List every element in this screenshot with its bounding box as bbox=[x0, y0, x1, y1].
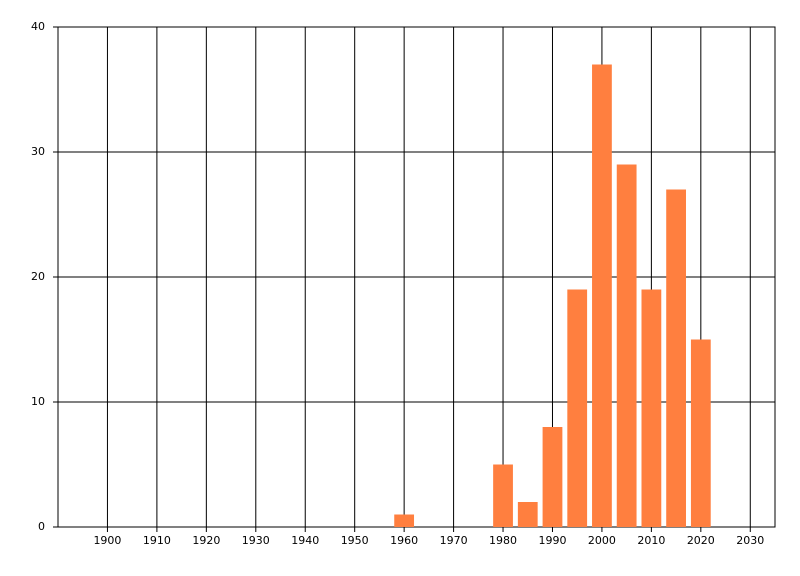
bar bbox=[567, 289, 588, 527]
x-tick-label: 1980 bbox=[489, 534, 517, 547]
bar bbox=[493, 464, 513, 527]
x-tick-label: 1990 bbox=[538, 534, 566, 547]
bar bbox=[616, 164, 637, 527]
y-tick-label: 20 bbox=[31, 270, 45, 283]
y-tick-label: 40 bbox=[31, 20, 45, 33]
x-tick-label: 1900 bbox=[93, 534, 121, 547]
bar bbox=[592, 64, 612, 527]
x-tick-label: 2030 bbox=[736, 534, 764, 547]
y-tick-label: 10 bbox=[31, 395, 45, 408]
bar bbox=[690, 339, 711, 527]
x-tick-label: 1910 bbox=[143, 534, 171, 547]
x-tick-label: 2000 bbox=[588, 534, 616, 547]
x-tick-label: 2010 bbox=[637, 534, 665, 547]
bar bbox=[666, 189, 686, 527]
bar bbox=[641, 289, 662, 527]
y-tick-label: 0 bbox=[38, 520, 45, 533]
x-tick-label: 1930 bbox=[242, 534, 270, 547]
bar bbox=[394, 514, 415, 527]
y-tick-label: 30 bbox=[31, 145, 45, 158]
x-tick-label: 1940 bbox=[291, 534, 319, 547]
x-tick-label: 2020 bbox=[687, 534, 715, 547]
x-tick-label: 1950 bbox=[341, 534, 369, 547]
bar bbox=[517, 502, 538, 527]
x-tick-label: 1970 bbox=[440, 534, 468, 547]
x-tick-label: 1920 bbox=[192, 534, 220, 547]
bar bbox=[542, 427, 563, 527]
x-tick-label: 1960 bbox=[390, 534, 418, 547]
